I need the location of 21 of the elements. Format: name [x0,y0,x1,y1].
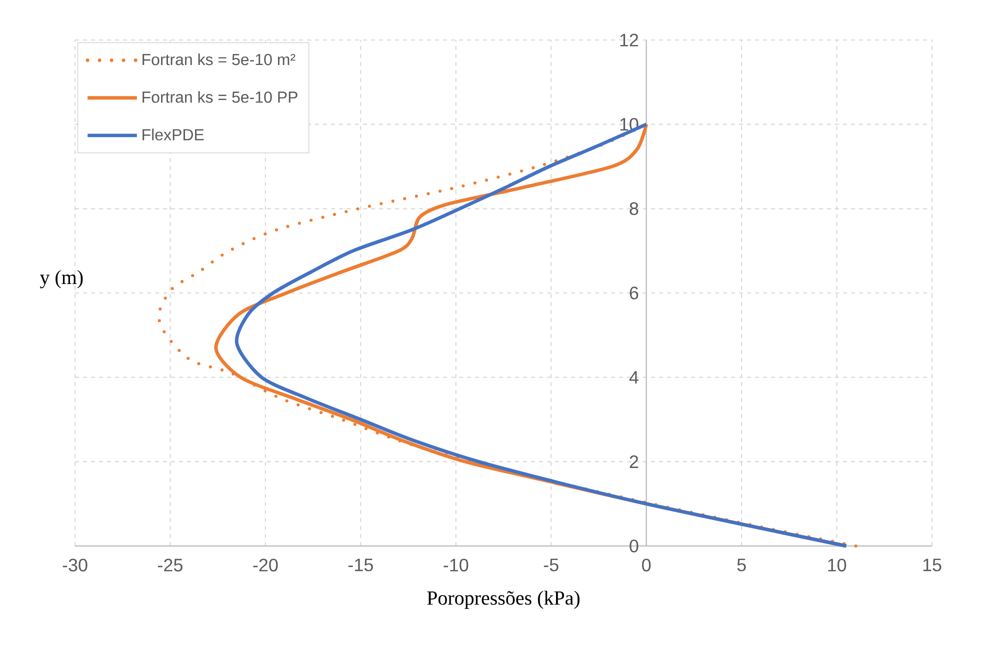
x-tick-label: -5 [544,558,558,572]
x-tick-label: 10 [828,558,846,572]
x-tick-label: -10 [444,558,468,572]
x-tick-label: 0 [642,558,651,572]
y-axis-title: y (m) [40,270,83,288]
x-tick-label: -25 [158,558,182,572]
y-tick-label: 12 [620,34,638,46]
x-tick-label: -15 [348,558,373,572]
x-tick-label: -30 [62,558,88,572]
y-tick-label: 4 [629,371,638,384]
legend-label: Fortran ks = 5e-10 m² [142,53,296,66]
x-tick-label: -20 [253,558,278,572]
x-tick-label: 5 [737,558,746,572]
legend-label: FlexPDE [142,128,204,140]
legend-label: Fortran ks = 5e-10 PP [142,91,298,103]
y-tick-label: 8 [630,202,638,216]
y-tick-label: 0 [630,540,638,552]
y-tick-label: 6 [630,286,638,300]
x-axis-title: Poropressões (kPa) [427,590,580,609]
y-tick-label: 2 [630,455,638,468]
x-tick-label: 15 [923,558,942,572]
